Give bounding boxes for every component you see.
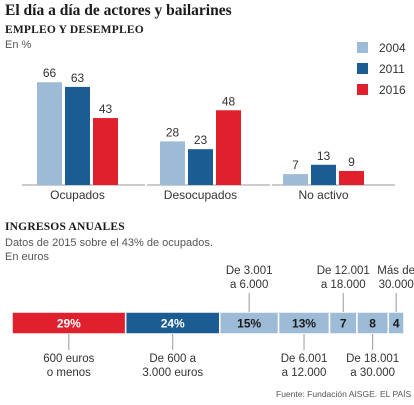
income-range-label: o menos bbox=[47, 367, 91, 379]
category-label-desocupados: Desocupados bbox=[164, 188, 237, 202]
employment-chart: 66 63 43 Ocupados 28 23 48 Desocupados 7 13 9 No ac… bbox=[22, 41, 406, 202]
income-range-label: Más de bbox=[377, 265, 414, 277]
income-range-label: a 18.000 bbox=[321, 279, 366, 291]
employment-unit: En % bbox=[5, 39, 32, 51]
legend-swatch-2004 bbox=[357, 42, 368, 53]
income-range-label: 30.000 bbox=[379, 279, 414, 291]
income-range-label: De 6.001 bbox=[281, 353, 328, 365]
employment-heading: EMPLEO Y DESEMPLEO bbox=[5, 24, 144, 36]
bar-desocupados-2011 bbox=[188, 149, 213, 185]
bar-ocupados-2016 bbox=[93, 118, 118, 185]
source-credit: Fuente: Fundación AISGE. bbox=[276, 389, 378, 399]
income-segment-value: 29% bbox=[57, 317, 81, 331]
income-range-label: a 30.000 bbox=[350, 367, 395, 379]
income-segment-value: 8 bbox=[369, 317, 376, 331]
bar-value-label: 48 bbox=[222, 94, 236, 108]
bar-ocupados-2011 bbox=[65, 86, 90, 185]
page-title: El día a día de actores y bailarines bbox=[5, 2, 232, 19]
publisher-credit: EL PAÍS bbox=[380, 389, 412, 399]
income-range-label: 600 euros bbox=[43, 353, 94, 365]
bar-no-activo-2016 bbox=[339, 170, 364, 185]
bar-desocupados-2016 bbox=[216, 110, 241, 185]
income-range-label: De 18.001 bbox=[346, 353, 399, 365]
bar-value-label: 13 bbox=[317, 149, 331, 163]
bar-value-label: 23 bbox=[194, 133, 208, 147]
income-range-label: a 12.000 bbox=[282, 367, 327, 379]
income-range-label: De 3.001 bbox=[226, 265, 273, 277]
income-segment-value: 4 bbox=[393, 317, 400, 331]
bar-value-label: 63 bbox=[71, 71, 85, 85]
income-segment-value: 7 bbox=[340, 317, 347, 331]
income-range-label: 3.000 euros bbox=[142, 367, 203, 379]
income-segment-value: 24% bbox=[161, 317, 185, 331]
income-segment-value: 15% bbox=[237, 317, 261, 331]
income-range-label: De 12.001 bbox=[317, 265, 370, 277]
category-label-no-activo: No activo bbox=[298, 188, 348, 202]
bar-ocupados-2004 bbox=[37, 82, 62, 185]
income-range-label: a 6.000 bbox=[230, 279, 268, 291]
legend-swatch-2011 bbox=[357, 63, 368, 74]
legend-swatch-2016 bbox=[357, 84, 368, 95]
income-unit: En euros bbox=[5, 251, 50, 263]
bar-value-label: 43 bbox=[99, 102, 113, 116]
income-segment-value: 13% bbox=[292, 317, 316, 331]
legend-label-2004: 2004 bbox=[379, 41, 406, 55]
bar-no-activo-2004 bbox=[283, 174, 308, 185]
income-range-label: De 600 a bbox=[149, 353, 196, 365]
bar-value-label: 9 bbox=[348, 155, 355, 169]
bar-value-label: 7 bbox=[292, 158, 299, 172]
bar-no-activo-2011 bbox=[311, 164, 336, 185]
legend-label-2016: 2016 bbox=[379, 83, 406, 97]
legend-label-2011: 2011 bbox=[379, 62, 405, 76]
bar-value-label: 66 bbox=[43, 66, 57, 80]
income-note: Datos de 2015 sobre el 43% de ocupados. bbox=[5, 237, 213, 249]
bar-desocupados-2004 bbox=[160, 141, 185, 185]
bar-value-label: 28 bbox=[166, 125, 180, 139]
income-heading: INGRESOS ANUALES bbox=[5, 221, 125, 233]
category-label-ocupados: Ocupados bbox=[50, 188, 105, 202]
